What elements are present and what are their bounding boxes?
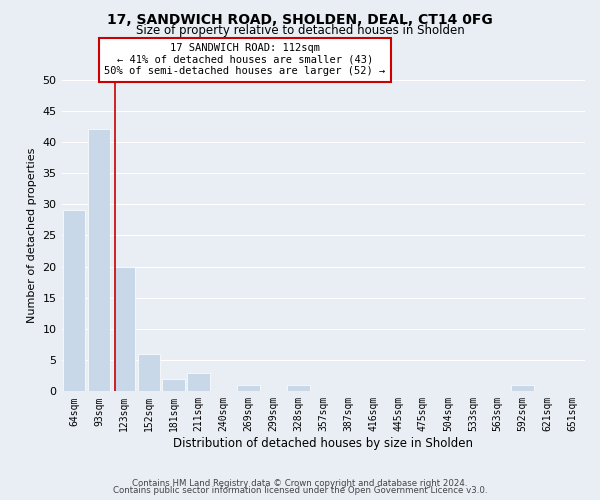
X-axis label: Distribution of detached houses by size in Sholden: Distribution of detached houses by size … (173, 437, 473, 450)
Text: Size of property relative to detached houses in Sholden: Size of property relative to detached ho… (136, 24, 464, 37)
Bar (137, 354, 160, 392)
Bar (287, 385, 310, 392)
Text: 17 SANDWICH ROAD: 112sqm
← 41% of detached houses are smaller (43)
50% of semi-d: 17 SANDWICH ROAD: 112sqm ← 41% of detach… (104, 43, 385, 76)
Text: Contains public sector information licensed under the Open Government Licence v3: Contains public sector information licen… (113, 486, 487, 495)
Bar (163, 379, 185, 392)
Bar (113, 266, 135, 392)
Text: Contains HM Land Registry data © Crown copyright and database right 2024.: Contains HM Land Registry data © Crown c… (132, 478, 468, 488)
Bar (63, 210, 85, 392)
Y-axis label: Number of detached properties: Number of detached properties (27, 148, 37, 323)
Text: 17, SANDWICH ROAD, SHOLDEN, DEAL, CT14 0FG: 17, SANDWICH ROAD, SHOLDEN, DEAL, CT14 0… (107, 12, 493, 26)
Bar (511, 385, 534, 392)
Bar (88, 130, 110, 392)
Bar (187, 372, 210, 392)
Bar (237, 385, 260, 392)
